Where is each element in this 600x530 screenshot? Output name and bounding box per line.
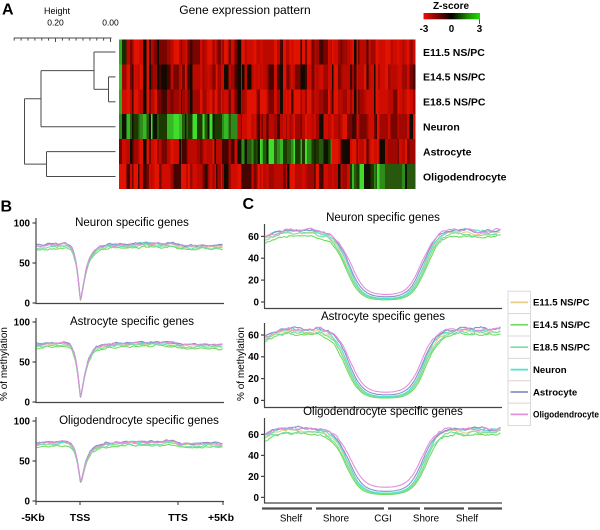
svg-text:20: 20 bbox=[248, 472, 259, 483]
svg-text:Shore: Shore bbox=[323, 514, 350, 525]
svg-text:60: 60 bbox=[248, 330, 259, 341]
svg-text:0: 0 bbox=[25, 298, 31, 309]
svg-text:0: 0 bbox=[25, 397, 31, 408]
svg-text:CGI: CGI bbox=[374, 514, 391, 525]
svg-text:50: 50 bbox=[19, 258, 30, 269]
svg-text:% of methylation: % of methylation bbox=[236, 327, 247, 401]
svg-text:Neuron specific genes: Neuron specific genes bbox=[326, 212, 440, 224]
svg-text:100: 100 bbox=[14, 317, 31, 328]
svg-text:B: B bbox=[1, 199, 13, 216]
svg-text:0: 0 bbox=[254, 297, 260, 308]
svg-text:Astrocyte specific genes: Astrocyte specific genes bbox=[70, 316, 194, 328]
svg-text:TTS: TTS bbox=[168, 512, 188, 524]
svg-text:40: 40 bbox=[248, 254, 259, 265]
svg-text:E18.5 NS/PC: E18.5 NS/PC bbox=[533, 343, 590, 354]
svg-text:40: 40 bbox=[248, 352, 259, 363]
svg-text:Astrocyte: Astrocyte bbox=[423, 146, 472, 158]
svg-text:A: A bbox=[2, 2, 14, 19]
svg-text:E14.5 NS/PC: E14.5 NS/PC bbox=[423, 72, 486, 84]
svg-text:Oligodendrocyte: Oligodendrocyte bbox=[423, 171, 507, 183]
svg-text:Neuron: Neuron bbox=[423, 122, 460, 134]
svg-text:% of methylation: % of methylation bbox=[0, 327, 10, 401]
svg-text:0: 0 bbox=[25, 496, 31, 507]
svg-text:Oligodendrocyte: Oligodendrocyte bbox=[533, 410, 599, 421]
svg-text:20: 20 bbox=[248, 276, 259, 287]
svg-text:60: 60 bbox=[248, 232, 259, 243]
svg-text:+5Kb: +5Kb bbox=[208, 512, 234, 524]
svg-text:100: 100 bbox=[14, 416, 31, 427]
svg-text:Oligodendrocyte specific genes: Oligodendrocyte specific genes bbox=[303, 406, 463, 418]
svg-text:-3: -3 bbox=[420, 24, 429, 35]
svg-text:Oligodendrocyte specific genes: Oligodendrocyte specific genes bbox=[59, 415, 219, 427]
svg-text:Height: Height bbox=[44, 6, 71, 16]
svg-text:Shore: Shore bbox=[413, 514, 440, 525]
svg-text:Shelf: Shelf bbox=[456, 514, 479, 525]
svg-text:Shelf: Shelf bbox=[280, 514, 303, 525]
svg-text:Gene expression pattern: Gene expression pattern bbox=[179, 3, 310, 17]
svg-text:E11.5 NS/PC: E11.5 NS/PC bbox=[533, 298, 590, 309]
svg-text:0: 0 bbox=[449, 24, 455, 35]
svg-text:E14.5 NS/PC: E14.5 NS/PC bbox=[533, 320, 590, 331]
svg-text:C: C bbox=[243, 196, 255, 213]
svg-text:-5Kb: -5Kb bbox=[21, 512, 44, 524]
svg-text:100: 100 bbox=[14, 218, 31, 229]
svg-text:0.00: 0.00 bbox=[102, 18, 119, 28]
svg-text:0.20: 0.20 bbox=[47, 18, 64, 28]
svg-text:E18.5 NS/PC: E18.5 NS/PC bbox=[423, 97, 486, 109]
svg-text:40: 40 bbox=[248, 451, 259, 462]
svg-text:Neuron: Neuron bbox=[533, 365, 567, 376]
svg-text:50: 50 bbox=[19, 357, 30, 368]
svg-text:50: 50 bbox=[19, 456, 30, 467]
svg-text:0: 0 bbox=[254, 493, 260, 504]
svg-text:Astrocyte specific genes: Astrocyte specific genes bbox=[321, 311, 445, 323]
svg-text:20: 20 bbox=[248, 374, 259, 385]
svg-text:E11.5 NS/PC: E11.5 NS/PC bbox=[423, 47, 485, 59]
svg-text:Neuron specific genes: Neuron specific genes bbox=[75, 217, 189, 229]
svg-text:3: 3 bbox=[477, 24, 483, 35]
svg-text:Astrocyte: Astrocyte bbox=[533, 387, 577, 398]
svg-text:60: 60 bbox=[248, 430, 259, 441]
svg-text:TSS: TSS bbox=[70, 512, 90, 524]
svg-text:0: 0 bbox=[254, 396, 260, 407]
svg-text:Z-score: Z-score bbox=[433, 1, 470, 12]
